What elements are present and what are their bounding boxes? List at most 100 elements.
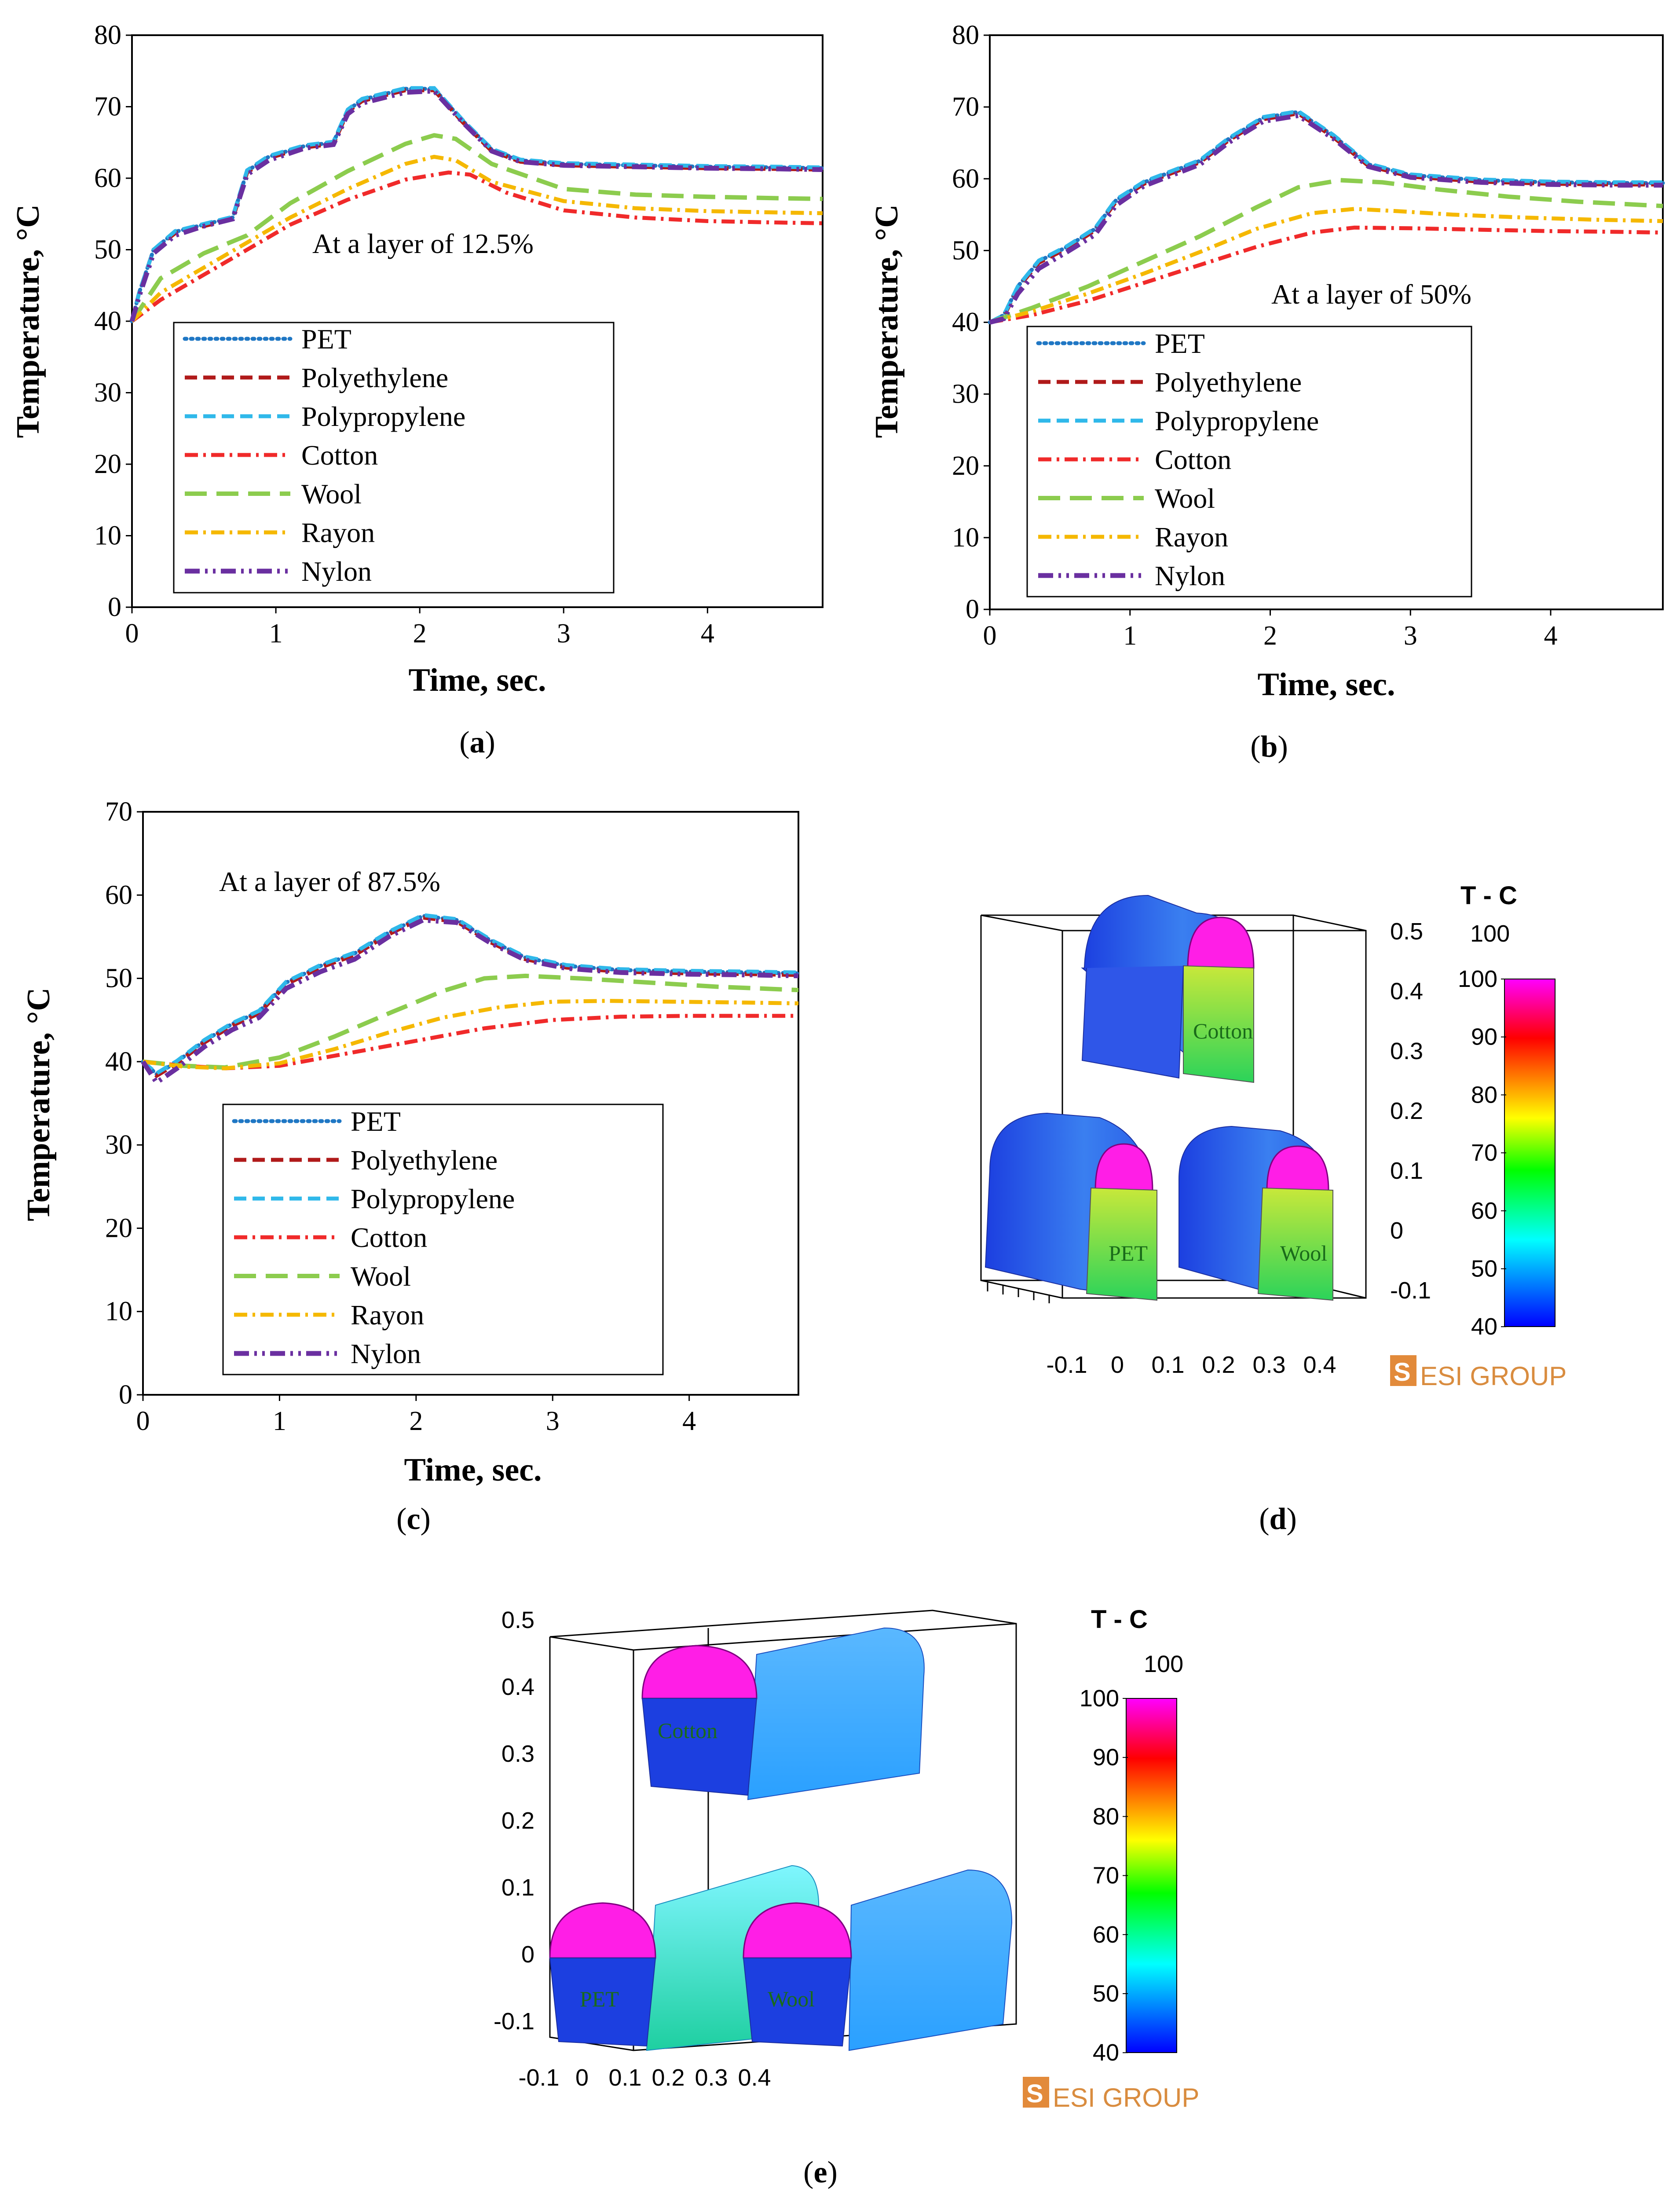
colorbar <box>1126 1698 1177 2053</box>
legend-label: Rayon <box>351 1299 424 1331</box>
shell-hot-face <box>743 1902 852 1959</box>
x-tick-label: 0.4 <box>1303 1352 1336 1378</box>
y-tick-label: 80 <box>952 20 979 50</box>
y-tick-label: 0 <box>119 1380 132 1410</box>
shell-body <box>747 1627 925 1800</box>
legend-label: Polypropylene <box>1155 405 1319 436</box>
series-line-pet <box>141 913 801 1077</box>
colorbar-tick-label: 80 <box>1471 1082 1497 1108</box>
legend-label: Polypropylene <box>351 1183 515 1214</box>
label-pet: PET <box>580 1987 619 2011</box>
x-tick-label: 0.1 <box>608 2064 641 2091</box>
simulation-panel-e: Cotton PET Wool 0.5 0.4 0.3 0.2 0.1 0 -0.1 -0.… <box>494 1605 1199 2189</box>
colorbar-tick-label: 100 <box>1458 966 1497 992</box>
chart-panel-b: 0 10 20 30 40 50 60 70 80 0 1 2 3 4 At a layer of 50%… <box>869 20 1665 764</box>
y-tick-label: 20 <box>952 451 979 481</box>
x-axis-ticks: -0.1 0 0.1 0.2 0.3 0.4 <box>518 2064 771 2091</box>
layer-annotation: At a layer of 50% <box>1271 279 1471 310</box>
logo-mark <box>1023 2077 1049 2108</box>
y-tick-label: 60 <box>94 163 121 193</box>
x-axis-ticks: -0.1 0 0.1 0.2 0.3 0.4 <box>1046 1352 1336 1378</box>
series-line-nylon <box>129 88 823 322</box>
x-tick-label: 4 <box>701 619 714 649</box>
x-tick-label: 0.3 <box>1252 1352 1285 1378</box>
legend-label: Polyethylene <box>301 362 448 393</box>
label-pet: PET <box>1109 1241 1148 1265</box>
z-tick-label: 0.5 <box>501 1607 534 1633</box>
shell-pet: PET <box>985 1112 1157 1301</box>
shell-face <box>1257 1187 1333 1301</box>
legend-label: PET <box>351 1106 401 1137</box>
x-tick-label: 2 <box>1263 621 1277 651</box>
colorbar-tick-label: 60 <box>1471 1198 1497 1224</box>
legend-label: Wool <box>301 478 362 510</box>
x-tick-label: 2 <box>409 1406 423 1436</box>
x-axis-title: Time, sec. <box>408 662 546 698</box>
y-tick-label: 80 <box>94 20 121 50</box>
legend-label: Rayon <box>1155 521 1228 553</box>
z-tick-label: 0.3 <box>1390 1038 1423 1064</box>
z-tick-label: -0.1 <box>494 2008 534 2035</box>
axis-ticks: 0 10 20 30 40 50 60 70 80 0 1 2 3 4 <box>952 20 1558 651</box>
esi-logo: S ESI GROUP <box>1023 2077 1199 2112</box>
colorbar-top-label: 100 <box>1144 1651 1183 1677</box>
colorbar-tick-label: 70 <box>1093 1863 1119 1889</box>
caption-b: (b) <box>1250 730 1288 764</box>
x-tick-label: 4 <box>1544 621 1558 651</box>
colorbar-title: T - C <box>1091 1605 1148 1634</box>
axis-ticks: 0 10 20 30 40 50 60 70 0 1 2 3 4 <box>105 797 696 1436</box>
y-axis-title: Temperature, °C <box>869 204 905 438</box>
x-tick-label: 0 <box>575 2064 589 2091</box>
caption-a: (a) <box>459 726 495 759</box>
z-axis-ticks: 0.5 0.4 0.3 0.2 0.1 0 -0.1 <box>494 1607 534 2035</box>
y-tick-label: 0 <box>966 594 979 624</box>
label-wool: Wool <box>768 1987 815 2011</box>
shell-wool: Wool <box>1179 1126 1333 1301</box>
shell-face <box>743 1958 852 2047</box>
legend-label: PET <box>301 323 351 355</box>
axis-ticks: 0 10 20 30 40 50 60 70 80 0 1 2 3 4 <box>94 20 714 649</box>
series-group <box>988 109 1665 325</box>
shell-wool: Wool <box>743 1869 1013 2051</box>
z-tick-label: 0.2 <box>501 1808 534 1834</box>
esi-logo: S ESI GROUP <box>1390 1355 1567 1391</box>
y-tick-label: 10 <box>105 1297 132 1327</box>
shell-hot-face <box>641 1645 758 1699</box>
x-tick-label: 4 <box>682 1406 696 1436</box>
legend-label: Polypropylene <box>301 401 465 432</box>
y-tick-label: 20 <box>94 449 121 479</box>
logo-text: ESI GROUP <box>1420 1361 1567 1391</box>
z-tick-label: 0.2 <box>1390 1098 1423 1124</box>
layer-annotation: At a layer of 12.5% <box>312 228 534 259</box>
caption-d: (d) <box>1259 1502 1297 1536</box>
chart-panel-a: 0 10 20 30 40 50 60 70 80 0 1 2 3 4 At a layer of 12.… <box>10 20 825 759</box>
z-tick-label: 0 <box>521 1941 534 1968</box>
colorbar-tick-label: 60 <box>1093 1921 1119 1948</box>
shell-hot-face <box>549 1902 656 1959</box>
legend-label: Polyethylene <box>351 1144 498 1176</box>
shell-face <box>549 1958 656 2047</box>
legend: PET Polyethylene Polypropylene Cotton Wool Ra… <box>1036 328 1319 591</box>
z-tick-label: -0.1 <box>1390 1277 1431 1304</box>
z-tick-label: 0.1 <box>501 1874 534 1901</box>
shell-hot-face <box>1266 1145 1329 1191</box>
x-tick-label: 0.1 <box>1151 1352 1184 1378</box>
x-tick-label: 0.4 <box>738 2064 771 2091</box>
x-tick-label: -0.1 <box>1046 1352 1087 1378</box>
shell-hot-face <box>1187 917 1255 969</box>
y-tick-label: 60 <box>952 164 979 194</box>
colorbar <box>1504 979 1556 1327</box>
x-tick-label: 0.2 <box>652 2064 684 2091</box>
legend-label: Cotton <box>351 1222 427 1253</box>
y-tick-label: 50 <box>94 235 121 265</box>
legend-label: PET <box>1155 328 1205 359</box>
y-tick-label: 70 <box>94 92 121 122</box>
x-tick-label: 1 <box>273 1406 286 1436</box>
shell-cotton: Cotton <box>1081 895 1255 1083</box>
ground-ticks <box>987 1283 1050 1303</box>
series-line-wool <box>989 178 1663 325</box>
z-axis-ticks: 0.5 0.4 0.3 0.2 0.1 0 -0.1 <box>1390 918 1431 1304</box>
series-line-cotton <box>989 225 1663 324</box>
caption-letter: e <box>813 2156 827 2189</box>
y-tick-label: 10 <box>94 521 121 551</box>
